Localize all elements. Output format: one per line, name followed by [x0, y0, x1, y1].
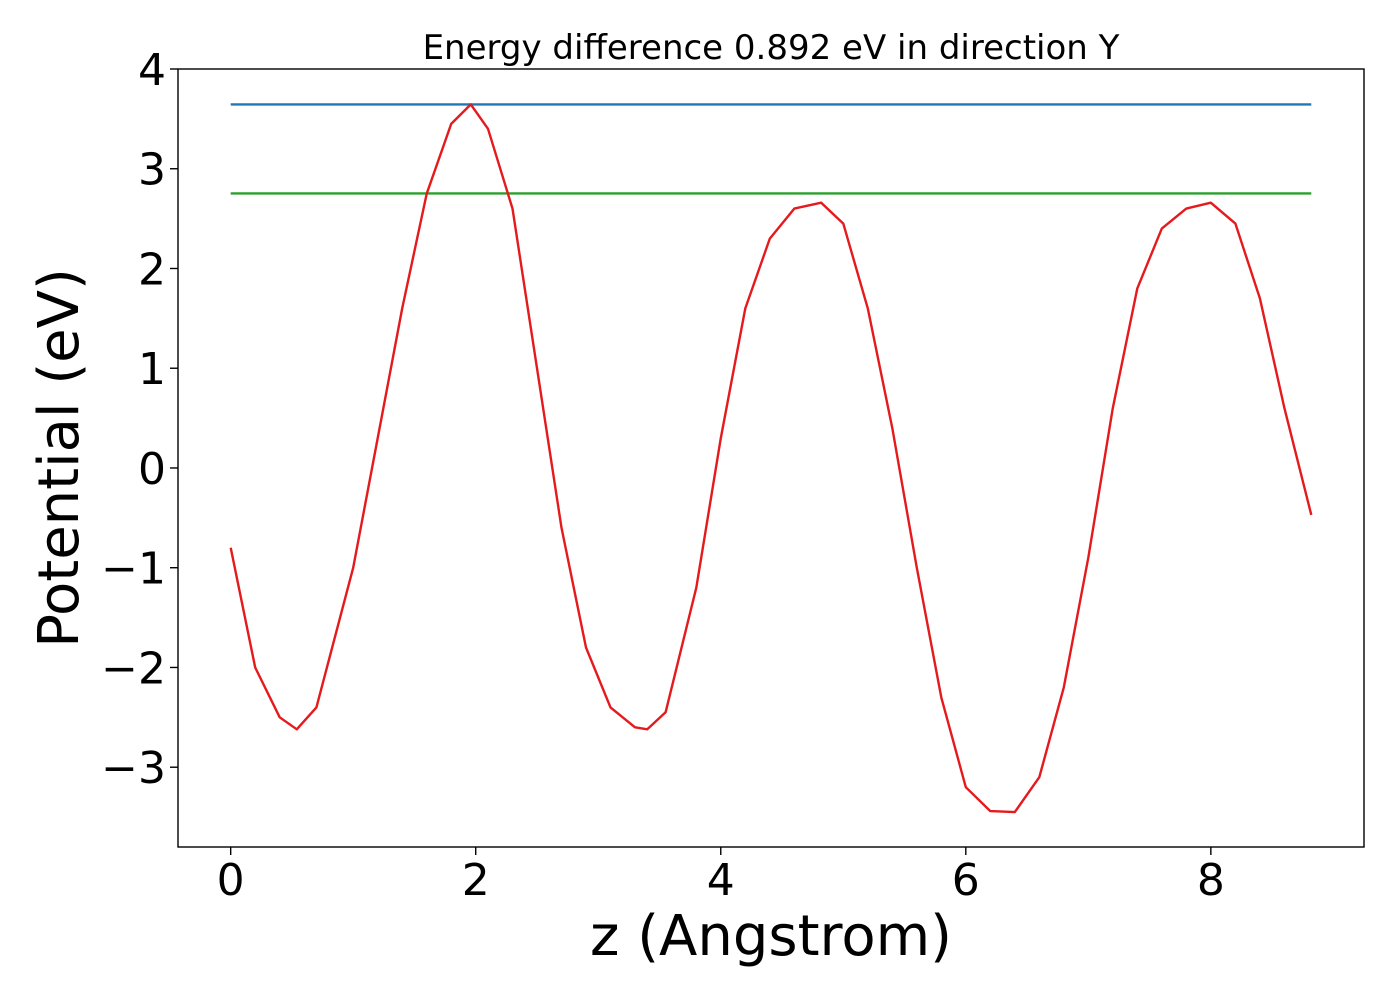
x-tick-label: 0 — [217, 855, 245, 906]
x-axis-label: z (Angstrom) — [590, 904, 952, 969]
series-line-2 — [229, 103, 1313, 814]
x-tick-label: 8 — [1197, 855, 1225, 906]
x-tick-label: 4 — [707, 855, 735, 906]
y-tick-label: 3 — [138, 145, 166, 196]
x-axis: 0 2 4 6 8 — [217, 847, 1225, 906]
y-tick-label: −2 — [101, 643, 166, 694]
plot-area — [229, 103, 1313, 814]
y-axis-label: Potential (eV) — [27, 268, 92, 648]
axes-frame — [177, 68, 1365, 848]
chart-title: Energy difference 0.892 eV in direction … — [423, 28, 1120, 68]
y-tick-label: 0 — [138, 444, 166, 495]
x-tick-label: 2 — [462, 855, 490, 906]
y-tick-label: 1 — [138, 344, 166, 395]
y-tick-label: −1 — [101, 544, 166, 595]
x-tick-label: 6 — [952, 855, 980, 906]
y-tick-label: 4 — [138, 45, 166, 96]
y-tick-label: 2 — [138, 244, 166, 295]
y-axis: −3 −2 −1 0 1 2 3 4 — [101, 45, 178, 794]
y-tick-label: −3 — [101, 743, 166, 794]
